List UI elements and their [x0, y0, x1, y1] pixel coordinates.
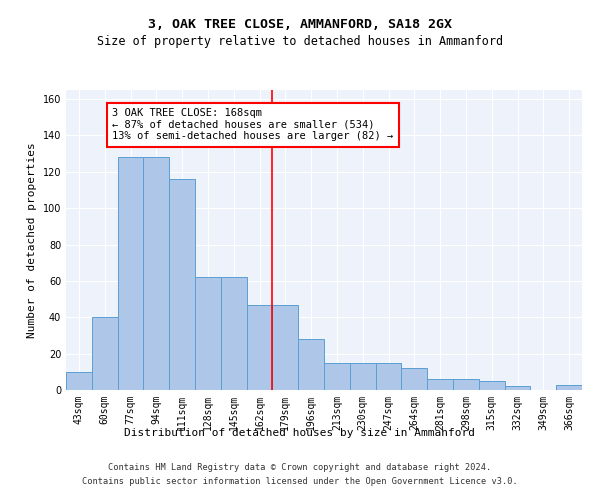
Y-axis label: Number of detached properties: Number of detached properties [27, 142, 37, 338]
Text: 3 OAK TREE CLOSE: 168sqm
← 87% of detached houses are smaller (534)
13% of semi-: 3 OAK TREE CLOSE: 168sqm ← 87% of detach… [112, 108, 394, 142]
Bar [272, 304, 298, 390]
Bar [479, 381, 505, 390]
Bar [505, 386, 530, 390]
Bar [556, 384, 582, 390]
Bar [247, 304, 272, 390]
Bar [66, 372, 92, 390]
Bar [324, 362, 350, 390]
Bar [118, 158, 143, 390]
Bar [453, 379, 479, 390]
Bar [195, 278, 221, 390]
Bar [143, 158, 169, 390]
Text: Distribution of detached houses by size in Ammanford: Distribution of detached houses by size … [125, 428, 476, 438]
Bar [401, 368, 427, 390]
Bar [169, 179, 195, 390]
Text: Size of property relative to detached houses in Ammanford: Size of property relative to detached ho… [97, 35, 503, 48]
Bar [298, 339, 324, 390]
Text: Contains HM Land Registry data © Crown copyright and database right 2024.: Contains HM Land Registry data © Crown c… [109, 464, 491, 472]
Text: 3, OAK TREE CLOSE, AMMANFORD, SA18 2GX: 3, OAK TREE CLOSE, AMMANFORD, SA18 2GX [148, 18, 452, 30]
Bar [427, 379, 453, 390]
Bar [376, 362, 401, 390]
Text: Contains public sector information licensed under the Open Government Licence v3: Contains public sector information licen… [82, 477, 518, 486]
Bar [92, 318, 118, 390]
Bar [350, 362, 376, 390]
Bar [221, 278, 247, 390]
